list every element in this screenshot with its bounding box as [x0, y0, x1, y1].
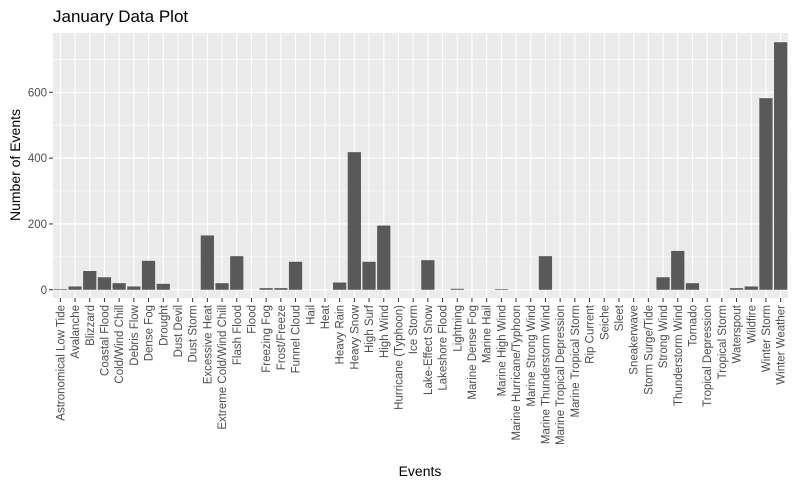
bar [156, 283, 170, 290]
x-tick-label: Frost/Freeze [276, 305, 288, 370]
bar [656, 277, 670, 290]
bar [377, 225, 391, 290]
y-tick-label: 600 [28, 87, 47, 99]
x-tick-label: Heat [320, 304, 332, 329]
chart-title: January Data Plot [53, 7, 188, 26]
x-tick-label: Extreme Cold/Wind Chill [217, 305, 229, 430]
x-tick-label: Rip Current [585, 304, 597, 364]
x-tick-label: Marine Tropical Storm [570, 305, 582, 417]
bar [685, 283, 700, 290]
x-tick-label: Thunderstorm Wind [673, 305, 685, 406]
bar [494, 289, 508, 290]
x-tick-label: Flood [246, 305, 258, 334]
x-tick-label: Dense Fog [144, 305, 156, 361]
plot-panel [53, 33, 788, 298]
x-tick-label: Astronomical Low Tide [55, 305, 67, 421]
bar [347, 152, 361, 290]
x-tick-label: Heavy Rain [335, 305, 347, 364]
bars [53, 42, 788, 290]
bar [274, 288, 288, 290]
bar [362, 261, 376, 290]
bar [141, 260, 156, 290]
y-tick-label: 200 [28, 219, 47, 231]
bar [288, 261, 303, 290]
bar [68, 286, 82, 290]
x-axis: Astronomical Low Tide Avalanche Blizzard Co… [55, 298, 788, 445]
x-tick-label: Hail [305, 305, 317, 325]
x-tick-label: Coastal Flood [99, 305, 111, 376]
x-tick-label: Avalanche [70, 305, 82, 359]
y-tick-label: 400 [28, 153, 47, 165]
x-tick-label: Ice Storm [408, 305, 420, 354]
bar [97, 277, 112, 290]
bar [450, 288, 464, 290]
x-tick-label: Flash Flood [232, 305, 244, 365]
x-tick-label: Tropical Depression [702, 305, 714, 407]
x-tick-label: Tropical Storm [717, 305, 729, 379]
x-tick-label: Storm Surge/Tide [643, 305, 655, 395]
x-tick-label: High Surf [364, 304, 376, 353]
y-tick-label: 0 [41, 285, 47, 297]
x-tick-label: Cold/Wind Chill [114, 305, 126, 384]
bar [671, 250, 685, 290]
x-tick-label: Funnel Cloud [291, 305, 303, 373]
x-tick-label: Wildfire [746, 305, 758, 343]
x-tick-label: Dust Devil [173, 305, 185, 357]
bar [83, 271, 97, 290]
bar [538, 256, 553, 290]
x-tick-label: Hurricane (Typhoon) [393, 305, 405, 410]
x-tick-label: Excessive Heat [202, 304, 214, 384]
bar [729, 288, 744, 290]
x-tick-label: Marine Tropical Depression [555, 305, 567, 445]
x-tick-label: Marine High Wind [496, 305, 508, 396]
y-axis: 0 200 400 600 [28, 87, 53, 297]
bar [127, 286, 141, 290]
bar [759, 98, 773, 290]
x-tick-label: Freezing Fog [261, 305, 273, 373]
x-tick-label: Marine Strong Wind [526, 305, 538, 407]
bar [53, 289, 67, 290]
bar [421, 260, 435, 290]
x-tick-label: Tornado [687, 305, 699, 347]
y-axis-title: Number of Events [7, 109, 23, 221]
x-tick-label: Winter Storm [761, 305, 773, 372]
x-tick-label: Seiche [599, 305, 611, 340]
x-tick-label: Marine Hail [482, 305, 494, 363]
x-tick-label: Drought [158, 304, 170, 346]
x-tick-label: Heavy Snow [349, 304, 361, 369]
x-tick-label: Strong Wind [658, 305, 670, 368]
x-tick-label: Debris Flow [129, 304, 141, 365]
x-tick-label: Lake-Effect Snow [423, 304, 435, 395]
x-tick-label: Sleet [614, 304, 626, 331]
bar [200, 235, 214, 290]
x-tick-label: Winter Weather [776, 305, 788, 385]
bar [215, 283, 229, 290]
bar [774, 42, 788, 290]
bar [230, 256, 244, 290]
x-tick-label: Marine Hurricane/Typhoon [511, 305, 523, 441]
x-tick-label: Blizzard [85, 305, 97, 346]
x-tick-label: High Wind [379, 305, 391, 358]
x-tick-label: Lakeshore Flood [438, 305, 450, 391]
bar [744, 286, 758, 290]
x-axis-title: Events [399, 463, 442, 479]
x-tick-label: Lightning [452, 305, 464, 352]
bar [259, 288, 273, 290]
x-tick-label: Dust Storm [188, 305, 200, 363]
x-tick-label: Sneakerwave [629, 305, 641, 375]
x-tick-label: Waterspout [732, 304, 744, 363]
bar [333, 282, 347, 290]
bar [112, 283, 126, 290]
x-tick-label: Marine Dense Fog [467, 305, 479, 400]
x-tick-label: Marine Thunderstorm Wind [540, 305, 552, 444]
